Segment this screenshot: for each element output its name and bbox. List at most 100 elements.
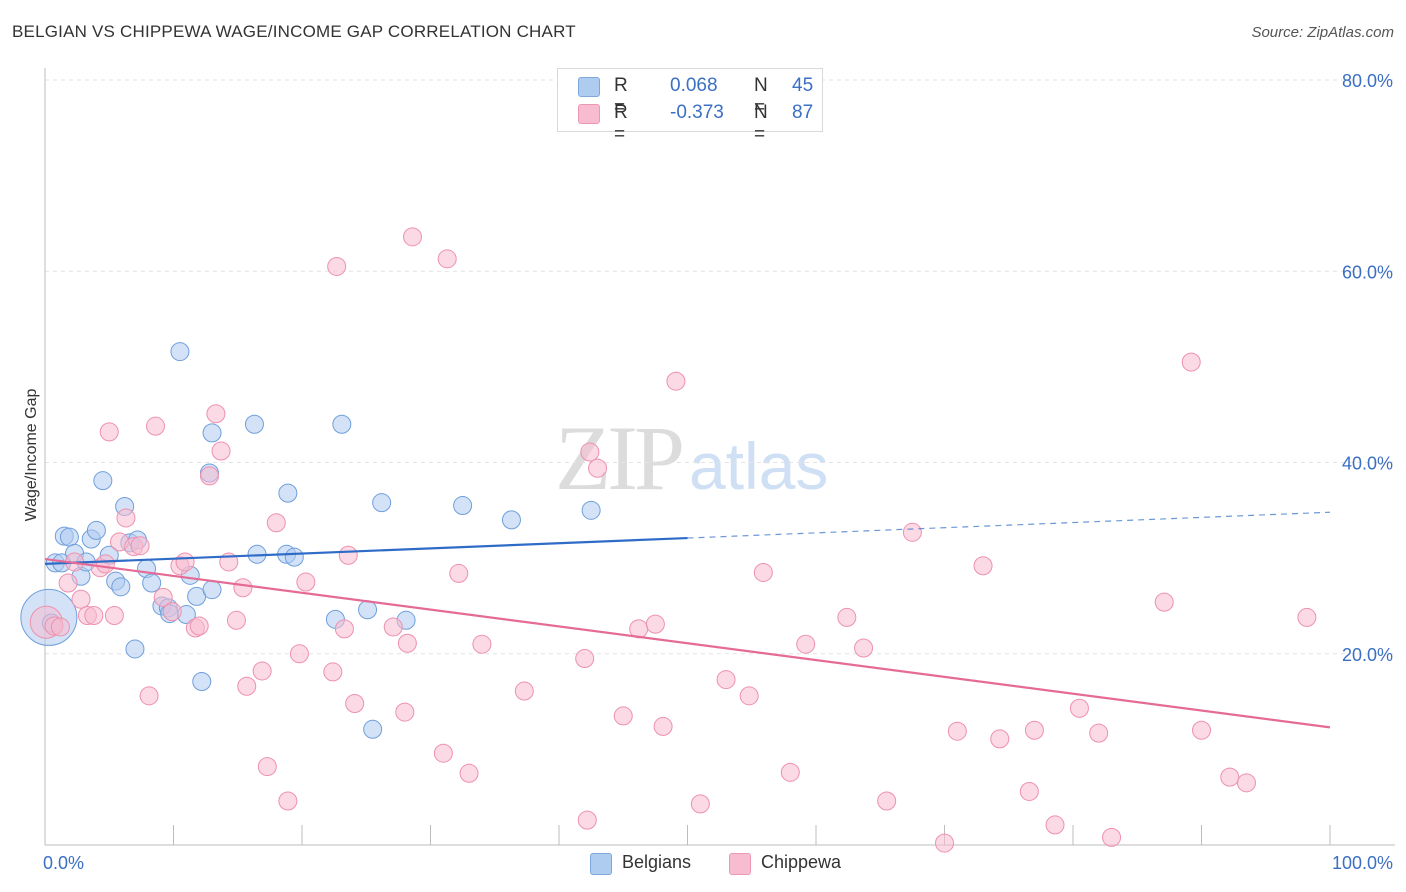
chippewa-point: [84, 606, 104, 625]
belgians-point: [453, 496, 473, 516]
chippewa-point: [278, 791, 298, 811]
chippewa-point: [1089, 723, 1109, 743]
belgians-point: [363, 719, 383, 739]
chippewa-point: [433, 743, 453, 763]
belgians-point: [581, 500, 601, 520]
chippewa-point: [877, 791, 897, 811]
chippewa-point: [252, 661, 272, 681]
belgians-point: [358, 600, 378, 620]
r-label: R =: [614, 102, 628, 145]
y-tick-label: 80.0%: [1342, 71, 1393, 91]
chippewa-point: [575, 649, 595, 669]
chippewa-point: [323, 662, 343, 682]
belgians-point: [111, 577, 131, 597]
chippewa-point: [162, 602, 182, 622]
chippewa-point: [327, 256, 347, 276]
chippewa-point: [296, 572, 316, 592]
belgians-point: [501, 510, 521, 530]
chippewa-point: [175, 552, 195, 572]
chippewa-point: [580, 442, 600, 462]
chippewa-point: [739, 686, 759, 706]
belgians-point: [125, 639, 145, 659]
x-tick-label: 0.0%: [43, 853, 84, 873]
chippewa-point: [1192, 720, 1211, 740]
chart-title: BELGIAN VS CHIPPEWA WAGE/INCOME GAP CORR…: [12, 22, 576, 41]
chippewa-point: [289, 644, 309, 664]
chippewa-point: [338, 545, 358, 565]
belgians-point: [170, 342, 190, 362]
belgians-swatch: [590, 853, 612, 875]
x-tick-label: 100.0%: [1332, 853, 1393, 873]
belgians-point: [284, 547, 304, 567]
chippewa-point: [459, 763, 479, 783]
correlation-legend: R = 0.068 N = 45 R = -0.373 N = 87: [557, 68, 823, 145]
chippewa-point: [1236, 773, 1256, 793]
chippewa-point: [947, 721, 967, 741]
chippewa-point: [973, 556, 993, 576]
chippewa-point: [1024, 720, 1044, 740]
watermark-zip: ZIP: [555, 407, 685, 509]
chippewa-point: [226, 610, 246, 630]
chippewa-point: [1154, 592, 1174, 612]
chippewa-point: [645, 614, 665, 634]
chippewa-point: [104, 606, 124, 625]
chippewa-point: [690, 794, 710, 814]
belgians-point: [202, 580, 222, 600]
chippewa-point: [902, 522, 922, 542]
chippewa-point: [395, 702, 415, 722]
legend-label: Belgians: [622, 852, 692, 872]
y-tick-label: 20.0%: [1342, 645, 1393, 665]
chippewa-point: [189, 616, 209, 636]
chippewa-point: [397, 633, 417, 653]
watermark: ZIP atlas: [555, 405, 828, 511]
chippewa-point: [1297, 607, 1317, 627]
chippewa-point: [666, 371, 686, 391]
chippewa-point: [1181, 352, 1201, 372]
chippewa-point: [837, 607, 857, 627]
chippewa-point: [95, 554, 115, 574]
chippewa-point: [588, 458, 608, 478]
chippewa-point: [334, 619, 354, 639]
belgians-point: [278, 483, 298, 503]
belgians-point: [244, 414, 264, 434]
chippewa-point: [345, 693, 365, 713]
chippewa-point: [935, 833, 954, 853]
belgians-swatch: [578, 77, 600, 97]
chippewa-point: [990, 729, 1010, 749]
belgians-point: [192, 671, 212, 691]
chippewa-point: [716, 670, 736, 690]
chippewa-swatch: [729, 853, 751, 875]
chippewa-point: [1102, 827, 1122, 847]
r-value: 0.068: [670, 75, 718, 96]
y-tick-label: 60.0%: [1342, 262, 1393, 282]
chippewa-point: [71, 589, 91, 609]
chippewa-point: [577, 810, 597, 830]
chippewa-point: [237, 676, 257, 696]
source-label: Source: ZipAtlas.com: [1251, 24, 1394, 41]
belgians-point: [93, 471, 113, 491]
chippewa-point: [1069, 698, 1089, 718]
chippewa-point: [130, 536, 150, 556]
chippewa-point: [780, 762, 800, 782]
chippewa-point: [139, 686, 159, 706]
n-value: 87: [792, 102, 814, 123]
chippewa-swatch: [578, 104, 600, 124]
belgians-point: [86, 520, 106, 540]
chippewa-point: [472, 634, 492, 654]
chippewa-point: [116, 508, 136, 528]
belgians-trend-extension: [687, 511, 1331, 539]
chippewa-point: [796, 634, 816, 654]
r-value: -0.373: [670, 102, 724, 123]
chippewa-point: [211, 441, 231, 461]
chippewa-point: [403, 227, 423, 247]
chippewa-point: [854, 638, 874, 658]
belgians-trend-line: [44, 536, 688, 565]
chippewa-point: [1220, 767, 1240, 787]
chippewa-point: [383, 617, 403, 637]
chippewa-point: [1045, 815, 1065, 835]
n-value: 45: [792, 75, 814, 96]
belgians-point: [142, 573, 162, 593]
chippewa-point: [153, 587, 173, 607]
chippewa-point: [1019, 781, 1039, 801]
